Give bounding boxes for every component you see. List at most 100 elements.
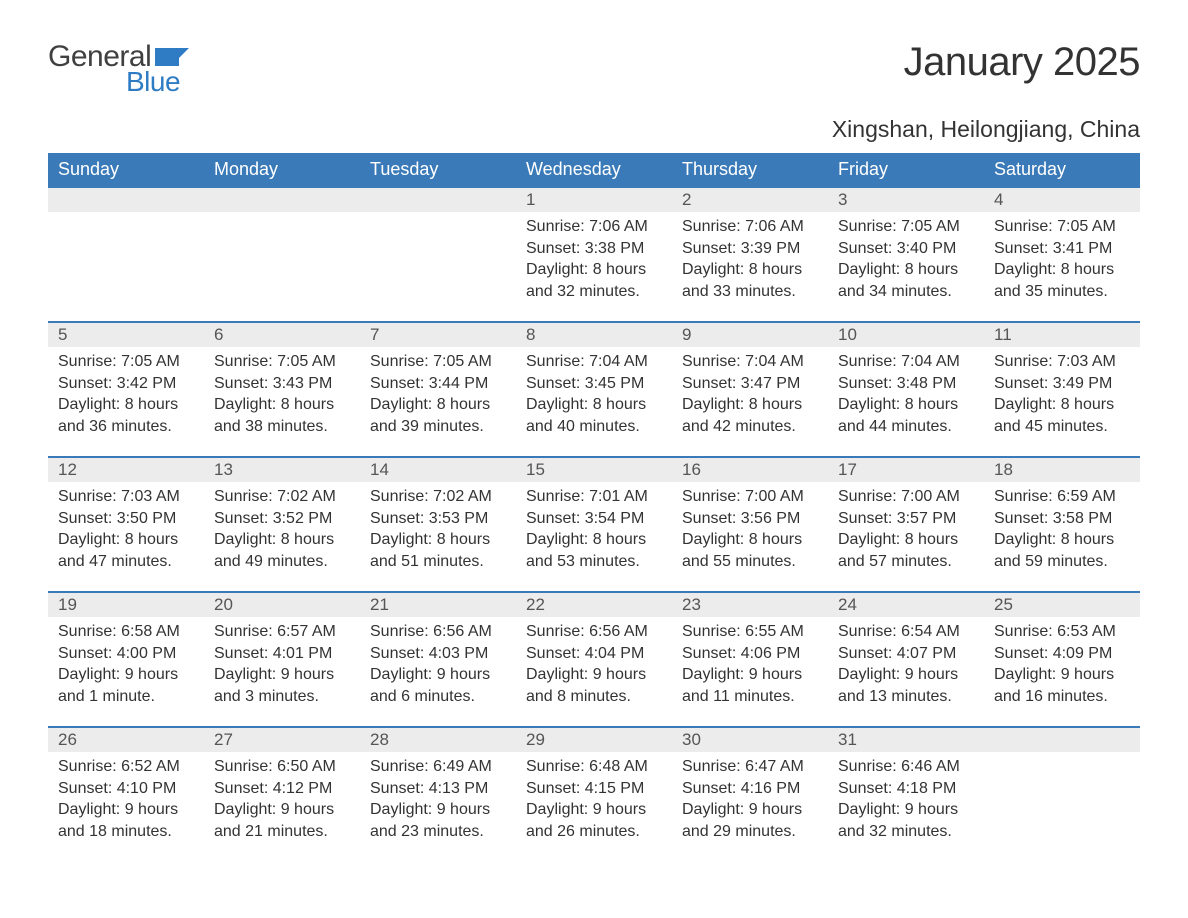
day-content-row: Sunrise: 7:06 AMSunset: 3:38 PMDaylight:… (48, 212, 1140, 322)
day-number-cell: 9 (672, 322, 828, 347)
day-content-cell: Sunrise: 7:06 AMSunset: 3:38 PMDaylight:… (516, 212, 672, 322)
day1-text: Daylight: 8 hours (994, 394, 1130, 416)
day-content-cell: Sunrise: 7:05 AMSunset: 3:43 PMDaylight:… (204, 347, 360, 457)
day-content-cell: Sunrise: 6:56 AMSunset: 4:03 PMDaylight:… (360, 617, 516, 727)
day-number: 17 (838, 460, 857, 479)
day-number: 13 (214, 460, 233, 479)
sunrise-text: Sunrise: 7:04 AM (526, 351, 662, 373)
day-content-cell: Sunrise: 7:04 AMSunset: 3:47 PMDaylight:… (672, 347, 828, 457)
day1-text: Daylight: 9 hours (58, 664, 194, 686)
day2-text: and 44 minutes. (838, 416, 974, 438)
day1-text: Daylight: 9 hours (370, 664, 506, 686)
day-number-row: 19202122232425 (48, 592, 1140, 617)
day2-text: and 3 minutes. (214, 686, 350, 708)
calendar-table: Sunday Monday Tuesday Wednesday Thursday… (48, 153, 1140, 862)
day-number: 24 (838, 595, 857, 614)
sunrise-text: Sunrise: 7:03 AM (58, 486, 194, 508)
day1-text: Daylight: 8 hours (370, 394, 506, 416)
day-number: 4 (994, 190, 1003, 209)
day-content-cell: Sunrise: 7:04 AMSunset: 3:45 PMDaylight:… (516, 347, 672, 457)
day-number: 16 (682, 460, 701, 479)
day1-text: Daylight: 9 hours (838, 799, 974, 821)
day1-text: Daylight: 9 hours (838, 664, 974, 686)
sunrise-text: Sunrise: 6:59 AM (994, 486, 1130, 508)
sunset-text: Sunset: 4:00 PM (58, 643, 194, 665)
day-content-cell: Sunrise: 7:00 AMSunset: 3:56 PMDaylight:… (672, 482, 828, 592)
day-number-cell: 25 (984, 592, 1140, 617)
day-number: 20 (214, 595, 233, 614)
day1-text: Daylight: 9 hours (682, 799, 818, 821)
day-content-cell: Sunrise: 6:56 AMSunset: 4:04 PMDaylight:… (516, 617, 672, 727)
day-content-cell: Sunrise: 7:05 AMSunset: 3:41 PMDaylight:… (984, 212, 1140, 322)
day2-text: and 49 minutes. (214, 551, 350, 573)
day1-text: Daylight: 9 hours (214, 799, 350, 821)
day-number: 5 (58, 325, 67, 344)
day-number: 8 (526, 325, 535, 344)
sunrise-text: Sunrise: 6:46 AM (838, 756, 974, 778)
weekday-header: Wednesday (516, 153, 672, 187)
day-number-row: 262728293031 (48, 727, 1140, 752)
sunset-text: Sunset: 4:10 PM (58, 778, 194, 800)
sunrise-text: Sunrise: 7:06 AM (682, 216, 818, 238)
day-content-cell: Sunrise: 7:05 AMSunset: 3:40 PMDaylight:… (828, 212, 984, 322)
day-content-cell: Sunrise: 7:03 AMSunset: 3:49 PMDaylight:… (984, 347, 1140, 457)
sunset-text: Sunset: 3:47 PM (682, 373, 818, 395)
day-number: 18 (994, 460, 1013, 479)
sunset-text: Sunset: 3:42 PM (58, 373, 194, 395)
sunset-text: Sunset: 3:45 PM (526, 373, 662, 395)
day-number-cell: 10 (828, 322, 984, 347)
day-content-cell: Sunrise: 6:50 AMSunset: 4:12 PMDaylight:… (204, 752, 360, 862)
day2-text: and 32 minutes. (526, 281, 662, 303)
day1-text: Daylight: 9 hours (526, 664, 662, 686)
day-number: 9 (682, 325, 691, 344)
sunrise-text: Sunrise: 6:55 AM (682, 621, 818, 643)
day2-text: and 23 minutes. (370, 821, 506, 843)
day-number-row: 5 6 7 8 9 10 11 (48, 322, 1140, 347)
day-content-cell: Sunrise: 6:57 AMSunset: 4:01 PMDaylight:… (204, 617, 360, 727)
day-number-cell: 6 (204, 322, 360, 347)
sunrise-text: Sunrise: 7:04 AM (838, 351, 974, 373)
sunrise-text: Sunrise: 7:05 AM (214, 351, 350, 373)
day2-text: and 36 minutes. (58, 416, 194, 438)
day2-text: and 45 minutes. (994, 416, 1130, 438)
day-content-cell: Sunrise: 7:01 AMSunset: 3:54 PMDaylight:… (516, 482, 672, 592)
sunset-text: Sunset: 4:13 PM (370, 778, 506, 800)
sunrise-text: Sunrise: 7:04 AM (682, 351, 818, 373)
day-number-cell: 28 (360, 727, 516, 752)
day-content-cell (48, 212, 204, 322)
day-number: 26 (58, 730, 77, 749)
sunset-text: Sunset: 3:41 PM (994, 238, 1130, 260)
day-number: 29 (526, 730, 545, 749)
day2-text: and 34 minutes. (838, 281, 974, 303)
logo-text-blue: Blue (126, 66, 180, 98)
day-number-cell: 30 (672, 727, 828, 752)
sunrise-text: Sunrise: 7:05 AM (838, 216, 974, 238)
day-number: 7 (370, 325, 379, 344)
day-content-row: Sunrise: 7:03 AMSunset: 3:50 PMDaylight:… (48, 482, 1140, 592)
day2-text: and 6 minutes. (370, 686, 506, 708)
day1-text: Daylight: 8 hours (838, 529, 974, 551)
sunrise-text: Sunrise: 6:49 AM (370, 756, 506, 778)
day1-text: Daylight: 8 hours (838, 394, 974, 416)
day1-text: Daylight: 8 hours (214, 529, 350, 551)
day2-text: and 38 minutes. (214, 416, 350, 438)
day1-text: Daylight: 9 hours (994, 664, 1130, 686)
day-number-cell: 17 (828, 457, 984, 482)
day2-text: and 47 minutes. (58, 551, 194, 573)
day-content-cell: Sunrise: 7:02 AMSunset: 3:53 PMDaylight:… (360, 482, 516, 592)
day2-text: and 16 minutes. (994, 686, 1130, 708)
sunset-text: Sunset: 4:04 PM (526, 643, 662, 665)
day-number: 19 (58, 595, 77, 614)
day-number-cell: 22 (516, 592, 672, 617)
day-number: 6 (214, 325, 223, 344)
sunrise-text: Sunrise: 6:48 AM (526, 756, 662, 778)
day-content-cell: Sunrise: 7:06 AMSunset: 3:39 PMDaylight:… (672, 212, 828, 322)
day-number: 11 (994, 325, 1012, 344)
sunset-text: Sunset: 4:18 PM (838, 778, 974, 800)
sunrise-text: Sunrise: 6:53 AM (994, 621, 1130, 643)
day1-text: Daylight: 8 hours (214, 394, 350, 416)
sunrise-text: Sunrise: 7:05 AM (58, 351, 194, 373)
sunset-text: Sunset: 4:01 PM (214, 643, 350, 665)
sunset-text: Sunset: 3:54 PM (526, 508, 662, 530)
day2-text: and 32 minutes. (838, 821, 974, 843)
